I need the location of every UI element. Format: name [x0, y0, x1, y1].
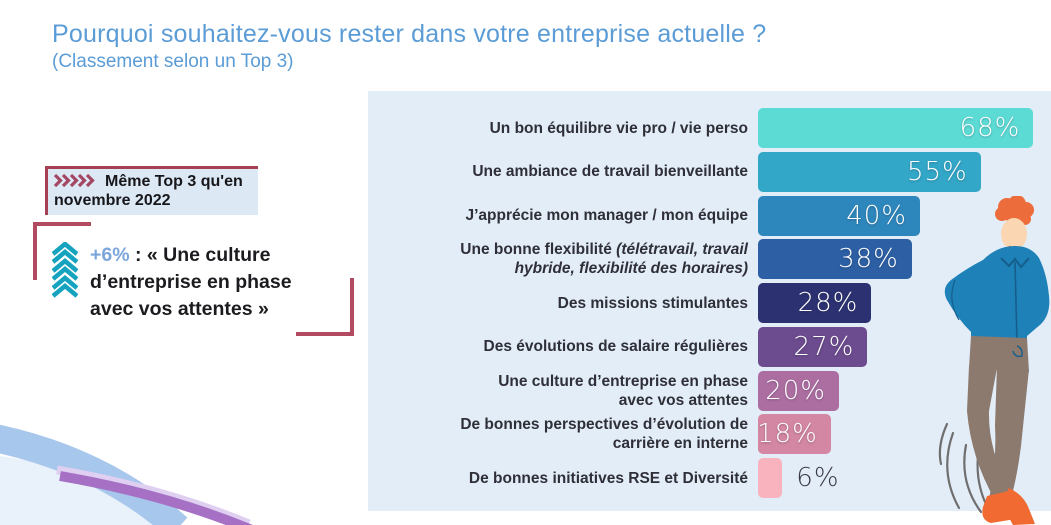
increase-value: +6% — [90, 244, 130, 266]
bar-row: Des missions stimulantes 28% — [368, 283, 1051, 323]
value-label: 6% — [796, 463, 840, 493]
bar: 18% — [757, 414, 831, 455]
category-label: J’apprécie mon manager / mon équipe — [465, 207, 748, 224]
motion-lines — [938, 422, 995, 519]
chart-panel: Un bon équilibre vie pro / vie perso 68% U… — [368, 91, 1051, 511]
value-label: 68% — [959, 113, 1021, 143]
bar-row: Un bon équilibre vie pro / vie perso 68% — [368, 108, 1051, 148]
value-label: 20% — [765, 375, 826, 406]
badge-text: Même Top 3 qu'en novembre 2022 — [54, 173, 243, 209]
category-label: Des missions stimulantes — [557, 294, 748, 312]
bar — [758, 458, 783, 498]
value-label: 18% — [757, 419, 818, 450]
bottom-right-bracket — [296, 278, 354, 336]
category-label: Une bonne flexibilité (télétravail, trav… — [460, 241, 748, 278]
bar-row: De bonnes initiatives RSE et Diversité 6% — [368, 458, 1051, 498]
bar-row: Une culture d’entreprise en phase avec vo… — [368, 370, 1051, 411]
category-label: De bonnes perspectives d’évolution de car… — [460, 416, 748, 453]
value-label: 40% — [846, 200, 907, 231]
value-label: 55% — [906, 156, 968, 187]
top-left-bracket — [33, 222, 91, 280]
bar-row: Des évolutions de salaire régulières 27% — [368, 326, 1051, 367]
category-label: Un bon équilibre vie pro / vie perso — [489, 119, 748, 137]
bar: 55% — [758, 151, 981, 192]
increase-note-text: +6% : « Une culture d’entreprise en phase… — [90, 244, 292, 320]
bar: 38% — [758, 239, 912, 280]
bar: 27% — [758, 326, 868, 367]
value-label: 27% — [793, 331, 855, 362]
category-label: Une ambiance de travail bienveillante — [472, 163, 748, 181]
swoosh-decoration — [0, 424, 253, 525]
bar-row: J’apprécie mon manager / mon équipe 40% — [368, 195, 1051, 236]
bar-rows: Un bon équilibre vie pro / vie perso 68% U… — [368, 91, 1051, 511]
category-label: De bonnes initiatives RSE et Diversité — [468, 469, 748, 487]
increase-note: +6% : « Une culture d’entreprise en phase… — [52, 242, 340, 323]
value-label: 28% — [797, 288, 859, 318]
bar: 20% — [758, 370, 839, 411]
value-label: 38% — [838, 244, 899, 275]
bar-row: Une bonne flexibilité (télétravail, trav… — [368, 239, 1051, 280]
bar: 28% — [758, 283, 872, 323]
page-subtitle: (Classement selon un Top 3) — [52, 51, 294, 72]
category-label: Une culture d’entreprise en phase avec vo… — [498, 372, 748, 409]
bar-row: Une ambiance de travail bienveillante 55% — [368, 151, 1051, 192]
bar: 40% — [758, 195, 920, 236]
same-top3-badge: Même Top 3 qu'en novembre 2022 — [45, 166, 258, 215]
person-illustration — [938, 196, 1050, 525]
page-title: Pourquoi souhaitez-vous rester dans votr… — [52, 20, 767, 48]
category-label: Des évolutions de salaire régulières — [483, 338, 748, 356]
bar-row: De bonnes perspectives d’évolution de car… — [368, 414, 1051, 455]
teal-up-chevrons-icon — [52, 242, 78, 298]
bar: 68% — [758, 108, 1034, 148]
red-chevrons-icon — [53, 173, 95, 188]
